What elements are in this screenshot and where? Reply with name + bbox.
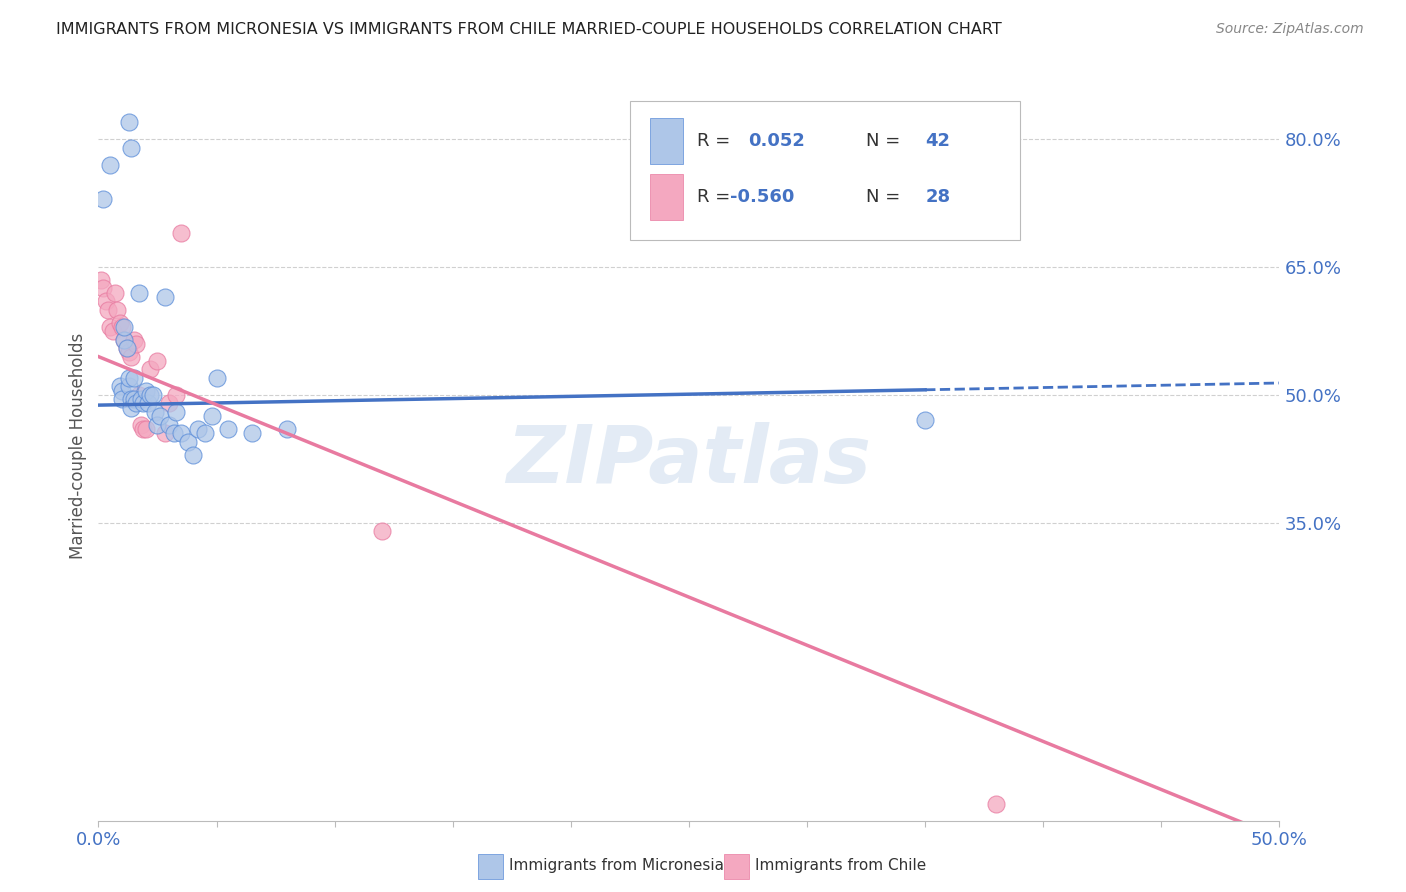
- Point: [276, 422, 298, 436]
- Point: [98, 319, 121, 334]
- Point: [121, 392, 143, 407]
- Point: [112, 333, 135, 347]
- Point: [135, 384, 157, 398]
- Point: [121, 401, 143, 415]
- Point: [177, 434, 200, 449]
- Point: [91, 281, 114, 295]
- Point: [205, 371, 228, 385]
- FancyBboxPatch shape: [630, 102, 1019, 240]
- Text: 42: 42: [925, 132, 950, 150]
- Text: ZIPatlas: ZIPatlas: [506, 422, 872, 500]
- Point: [181, 448, 204, 462]
- Point: [121, 141, 143, 155]
- Point: [139, 362, 162, 376]
- Point: [132, 396, 155, 410]
- Point: [143, 405, 166, 419]
- Point: [170, 426, 193, 441]
- Point: [170, 226, 193, 240]
- Point: [371, 524, 394, 538]
- Point: [153, 290, 176, 304]
- Point: [187, 422, 209, 436]
- Point: [139, 388, 162, 402]
- Point: [165, 405, 187, 419]
- Point: [101, 324, 124, 338]
- Point: [112, 319, 135, 334]
- Point: [105, 302, 128, 317]
- Point: [97, 302, 120, 317]
- Point: [128, 285, 150, 300]
- Text: Immigrants from Micronesia: Immigrants from Micronesia: [509, 858, 724, 872]
- Point: [111, 392, 134, 407]
- Text: IMMIGRANTS FROM MICRONESIA VS IMMIGRANTS FROM CHILE MARRIED-COUPLE HOUSEHOLDS CO: IMMIGRANTS FROM MICRONESIA VS IMMIGRANTS…: [56, 22, 1002, 37]
- Point: [240, 426, 263, 441]
- Point: [201, 409, 224, 424]
- Point: [118, 345, 141, 359]
- Point: [98, 158, 121, 172]
- Point: [125, 396, 148, 410]
- Point: [217, 422, 239, 436]
- Point: [108, 316, 131, 330]
- Point: [111, 384, 134, 398]
- Point: [112, 333, 135, 347]
- Bar: [650, 174, 683, 220]
- Point: [118, 379, 141, 393]
- Point: [122, 371, 145, 385]
- Point: [111, 319, 134, 334]
- Text: Source: ZipAtlas.com: Source: ZipAtlas.com: [1216, 22, 1364, 37]
- Point: [91, 192, 114, 206]
- Text: -0.560: -0.560: [730, 188, 794, 206]
- Point: [194, 426, 217, 441]
- Point: [165, 388, 187, 402]
- Y-axis label: Married-couple Households: Married-couple Households: [69, 333, 87, 559]
- Point: [121, 350, 143, 364]
- Point: [122, 392, 145, 407]
- Text: 0.052: 0.052: [748, 132, 804, 150]
- Text: 28: 28: [925, 188, 950, 206]
- Point: [104, 285, 127, 300]
- Point: [142, 388, 165, 402]
- Point: [984, 797, 1007, 811]
- Point: [146, 354, 169, 368]
- Point: [129, 392, 152, 407]
- Point: [153, 426, 176, 441]
- Text: N =: N =: [866, 188, 905, 206]
- Point: [157, 396, 180, 410]
- Point: [149, 409, 172, 424]
- Point: [129, 417, 152, 432]
- Point: [90, 273, 112, 287]
- Point: [163, 426, 186, 441]
- Text: N =: N =: [866, 132, 905, 150]
- Point: [122, 333, 145, 347]
- Point: [132, 422, 155, 436]
- Text: Immigrants from Chile: Immigrants from Chile: [755, 858, 927, 872]
- Point: [914, 413, 936, 427]
- Point: [108, 379, 131, 393]
- Point: [128, 388, 150, 402]
- Bar: [650, 118, 683, 164]
- Point: [115, 341, 138, 355]
- Point: [157, 417, 180, 432]
- Point: [118, 371, 141, 385]
- Point: [146, 417, 169, 432]
- Point: [118, 115, 141, 129]
- Point: [125, 336, 148, 351]
- Point: [135, 422, 157, 436]
- Point: [136, 396, 159, 410]
- Point: [94, 294, 117, 309]
- Text: R =: R =: [697, 188, 737, 206]
- Text: R =: R =: [697, 132, 737, 150]
- Point: [115, 341, 138, 355]
